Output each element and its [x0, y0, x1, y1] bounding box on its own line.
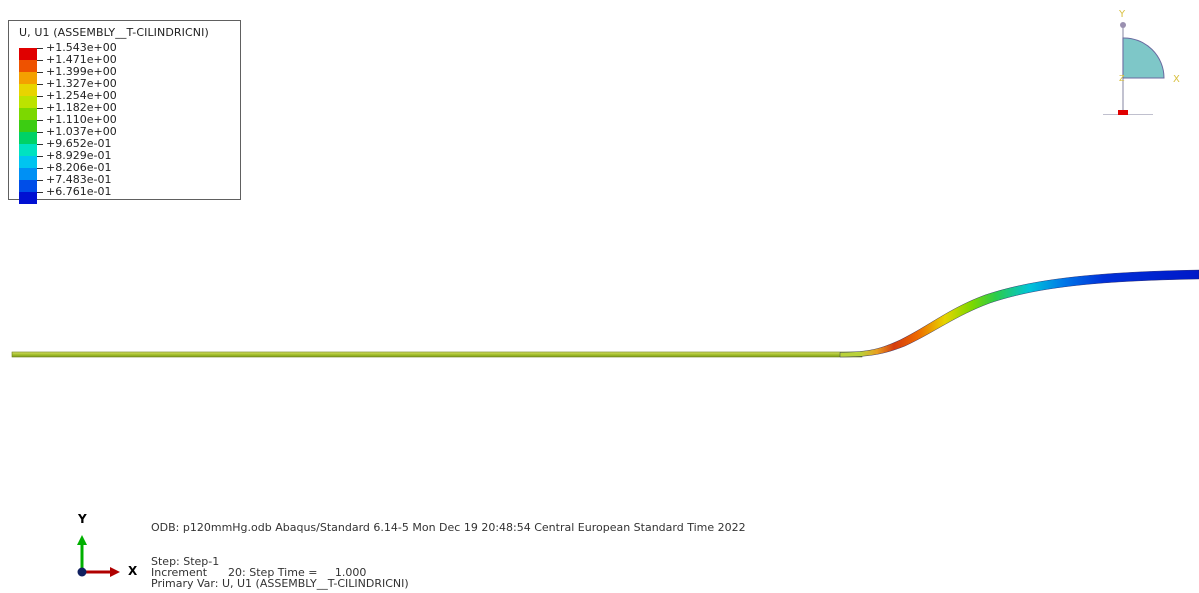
- legend-swatch: [19, 96, 37, 108]
- legend-value-label: +1.254e+00: [37, 90, 117, 102]
- model-bend-segment: [839, 269, 1199, 358]
- legend-value-label: +8.206e-01: [37, 162, 117, 174]
- legend-value-label: +1.471e+00: [37, 54, 117, 66]
- legend-swatch: [19, 84, 37, 96]
- legend-swatch: [19, 120, 37, 132]
- viewcube-x-label: X: [1173, 74, 1180, 85]
- model-straight-segment: [11, 351, 863, 358]
- legend-value-label: +8.929e-01: [37, 150, 117, 162]
- legend-swatch: [19, 48, 37, 60]
- contour-legend: U, U1 (ASSEMBLY__T-CILINDRICNI) +1.543e+…: [8, 20, 241, 204]
- legend-swatch: [19, 180, 37, 192]
- legend-title: U, U1 (ASSEMBLY__T-CILINDRICNI): [19, 26, 209, 39]
- legend-values: +1.543e+00 +1.471e+00 +1.399e+00 +1.327e+00…: [37, 42, 117, 198]
- legend-swatch: [19, 144, 37, 156]
- legend-swatch: [19, 60, 37, 72]
- legend-value-label: +7.483e-01: [37, 174, 117, 186]
- legend-value-label: +1.037e+00: [37, 126, 117, 138]
- legend-value-label: +6.761e-01: [37, 186, 117, 198]
- step-line: Step: Step-1: [151, 555, 220, 568]
- step-info: Step: Step-1 Increment 20: Step Time = 1…: [151, 556, 409, 589]
- legend-value-label: +1.182e+00: [37, 102, 117, 114]
- viewcube-z-label: Z: [1119, 74, 1125, 83]
- legend-swatch: [19, 192, 37, 204]
- view-orientation-indicator[interactable]: Y X Z: [1095, 5, 1195, 115]
- legend-value-label: +9.652e-01: [37, 138, 117, 150]
- triad-y-label: Y: [78, 512, 87, 526]
- legend-swatch: [19, 108, 37, 120]
- increment-line: Increment 20: Step Time = 1.000: [151, 566, 367, 579]
- legend-swatch: [19, 132, 37, 144]
- coordinate-triad: [77, 535, 120, 577]
- legend-color-bar: [19, 48, 37, 204]
- primary-var-line: Primary Var: U, U1 (ASSEMBLY__T-CILINDRI…: [151, 577, 409, 590]
- legend-swatch: [19, 156, 37, 168]
- legend-value-label: +1.543e+00: [37, 42, 117, 54]
- legend-value-label: +1.327e+00: [37, 78, 117, 90]
- odb-info-line: ODB: p120mmHg.odb Abaqus/Standard 6.14-5…: [151, 521, 746, 534]
- triad-x-label: X: [128, 564, 138, 578]
- legend-value-label: +1.110e+00: [37, 114, 117, 126]
- legend-swatch: [19, 168, 37, 180]
- legend-swatch: [19, 72, 37, 84]
- viewcube-y-label: Y: [1118, 9, 1126, 20]
- legend-value-label: +1.399e+00: [37, 66, 117, 78]
